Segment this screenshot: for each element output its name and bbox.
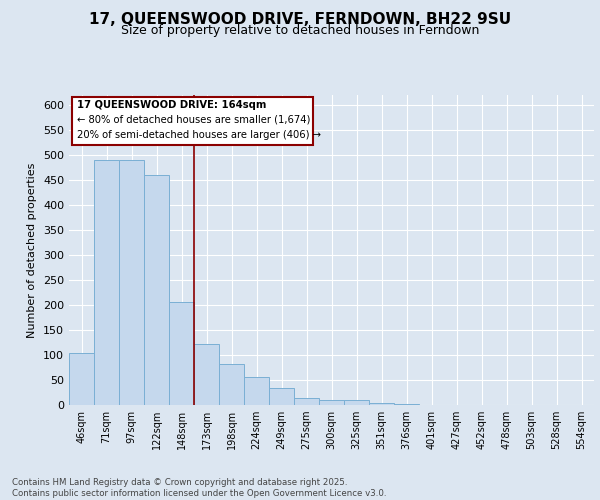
Text: ← 80% of detached houses are smaller (1,674): ← 80% of detached houses are smaller (1,… <box>77 115 310 125</box>
Bar <box>319 400 344 405</box>
Bar <box>269 388 294 405</box>
Bar <box>394 404 419 405</box>
Text: 17, QUEENSWOOD DRIVE, FERNDOWN, BH22 9SU: 17, QUEENSWOOD DRIVE, FERNDOWN, BH22 9SU <box>89 12 511 28</box>
Bar <box>344 400 369 405</box>
Text: Contains HM Land Registry data © Crown copyright and database right 2025.
Contai: Contains HM Land Registry data © Crown c… <box>12 478 386 498</box>
Bar <box>444 404 469 405</box>
Bar <box>194 344 219 405</box>
Text: Size of property relative to detached houses in Ferndown: Size of property relative to detached ho… <box>121 24 479 37</box>
Bar <box>369 403 394 405</box>
Bar <box>219 364 244 405</box>
Y-axis label: Number of detached properties: Number of detached properties <box>28 162 37 338</box>
Bar <box>94 160 119 405</box>
Text: 17 QUEENSWOOD DRIVE: 164sqm: 17 QUEENSWOOD DRIVE: 164sqm <box>77 100 266 110</box>
Bar <box>419 404 444 405</box>
Bar <box>169 302 194 405</box>
Bar <box>69 352 94 405</box>
FancyBboxPatch shape <box>71 96 313 144</box>
Bar <box>294 398 319 405</box>
Bar <box>244 376 269 405</box>
Text: 20% of semi-detached houses are larger (406) →: 20% of semi-detached houses are larger (… <box>77 130 321 140</box>
Bar <box>119 160 144 405</box>
Bar <box>144 175 169 405</box>
